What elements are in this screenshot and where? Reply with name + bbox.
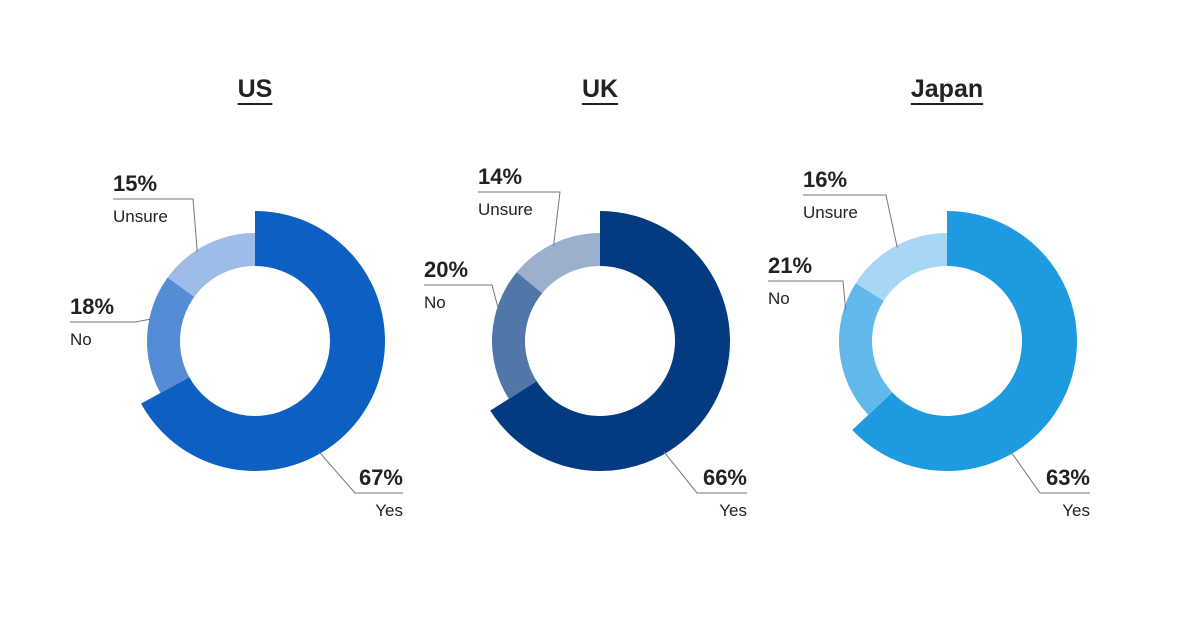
data-label-category: Unsure xyxy=(113,207,168,226)
data-label-category: No xyxy=(768,289,790,308)
leader-line xyxy=(663,451,747,494)
data-label-value: 15% xyxy=(113,171,157,196)
data-label-category: Unsure xyxy=(478,200,533,219)
slice-yes xyxy=(852,211,1077,471)
leader-line xyxy=(803,194,898,248)
chart-title: US xyxy=(238,75,273,103)
data-label-category: Yes xyxy=(1062,501,1090,520)
leader-line xyxy=(70,318,152,323)
data-label-category: Yes xyxy=(719,501,747,520)
slice-yes xyxy=(141,211,386,471)
leader-line xyxy=(424,284,500,311)
data-label-category: Yes xyxy=(375,501,403,520)
leader-line xyxy=(1010,451,1090,494)
data-label-value: 18% xyxy=(70,294,114,319)
data-label-value: 66% xyxy=(703,465,747,490)
data-label-category: Unsure xyxy=(803,203,858,222)
slice-no xyxy=(147,277,195,394)
chart-title: UK xyxy=(582,75,618,103)
slice-unsure xyxy=(167,233,255,297)
leader-line xyxy=(113,198,198,253)
data-label-value: 21% xyxy=(768,253,812,278)
slice-yes xyxy=(490,211,731,472)
leader-line xyxy=(768,280,847,311)
data-label-value: 20% xyxy=(424,257,468,282)
data-label-category: No xyxy=(70,330,92,349)
data-label-value: 67% xyxy=(359,465,403,490)
data-label-value: 14% xyxy=(478,164,522,189)
data-label-category: No xyxy=(424,293,446,312)
slice-unsure xyxy=(516,233,600,294)
slice-no xyxy=(492,272,543,399)
data-label-value: 16% xyxy=(803,167,847,192)
slice-no xyxy=(839,283,893,415)
leader-line xyxy=(478,191,561,246)
chart-title: Japan xyxy=(911,75,983,103)
slice-unsure xyxy=(855,233,947,301)
data-label-value: 63% xyxy=(1046,465,1090,490)
leader-line xyxy=(318,451,403,494)
